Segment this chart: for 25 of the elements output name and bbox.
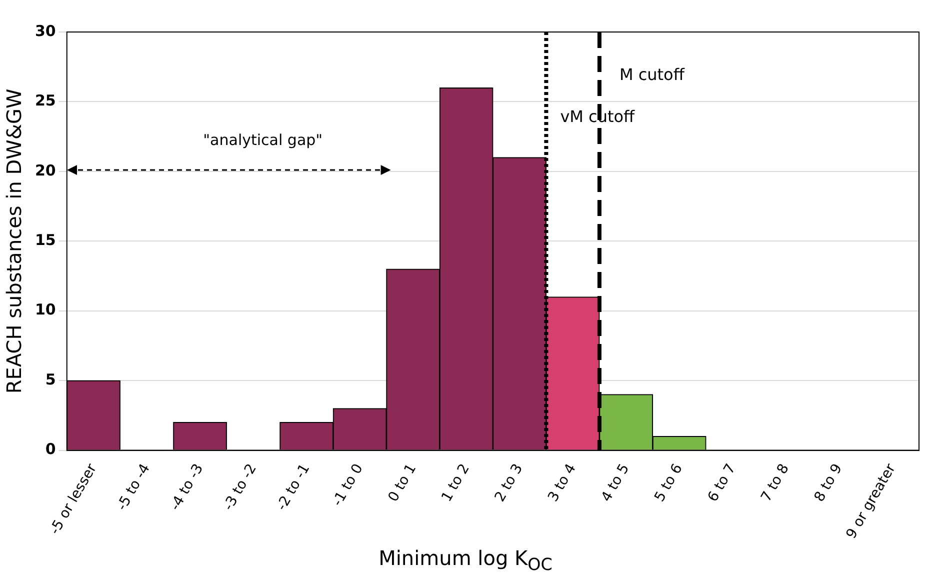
y-tick-label: 20 [35, 161, 56, 180]
y-axis-title: REACH substances in DW&GW [2, 88, 26, 394]
x-tick-label: 8 to 9 [811, 461, 846, 505]
y-tick-label: 0 [45, 440, 56, 458]
x-tick-label: 0 to 1 [385, 461, 420, 505]
ref-line-label: M cutoff [619, 65, 686, 84]
y-tick-label: 15 [35, 231, 56, 250]
x-tick-label: -5 to -4 [114, 461, 154, 514]
y-tick-label: 10 [35, 300, 56, 319]
x-tick-label: 4 to 5 [598, 461, 633, 505]
x-tick-label: 7 to 8 [758, 461, 792, 505]
y-tick-label: 25 [35, 92, 56, 110]
annotation: "analytical gap" [203, 130, 323, 149]
x-tick-label: 3 to 4 [545, 461, 580, 505]
x-tick-label: 5 to 6 [652, 461, 686, 505]
x-axis-title: Minimum log K$_{OC}$ [378, 546, 554, 574]
y-tick-label: 5 [45, 370, 56, 388]
x-tick-label: 6 to 7 [704, 461, 740, 505]
x-tick-label: 1 to 2 [438, 461, 473, 505]
x-tick-label: -1 to 0 [330, 461, 366, 509]
x-tick-label: -3 to -2 [220, 461, 260, 514]
y-tick-label: 30 [35, 22, 56, 40]
x-tick-label: -4 to -3 [167, 461, 207, 514]
x-tick-label: 2 to 3 [492, 461, 526, 505]
x-tick-label: -2 to -1 [274, 461, 314, 514]
